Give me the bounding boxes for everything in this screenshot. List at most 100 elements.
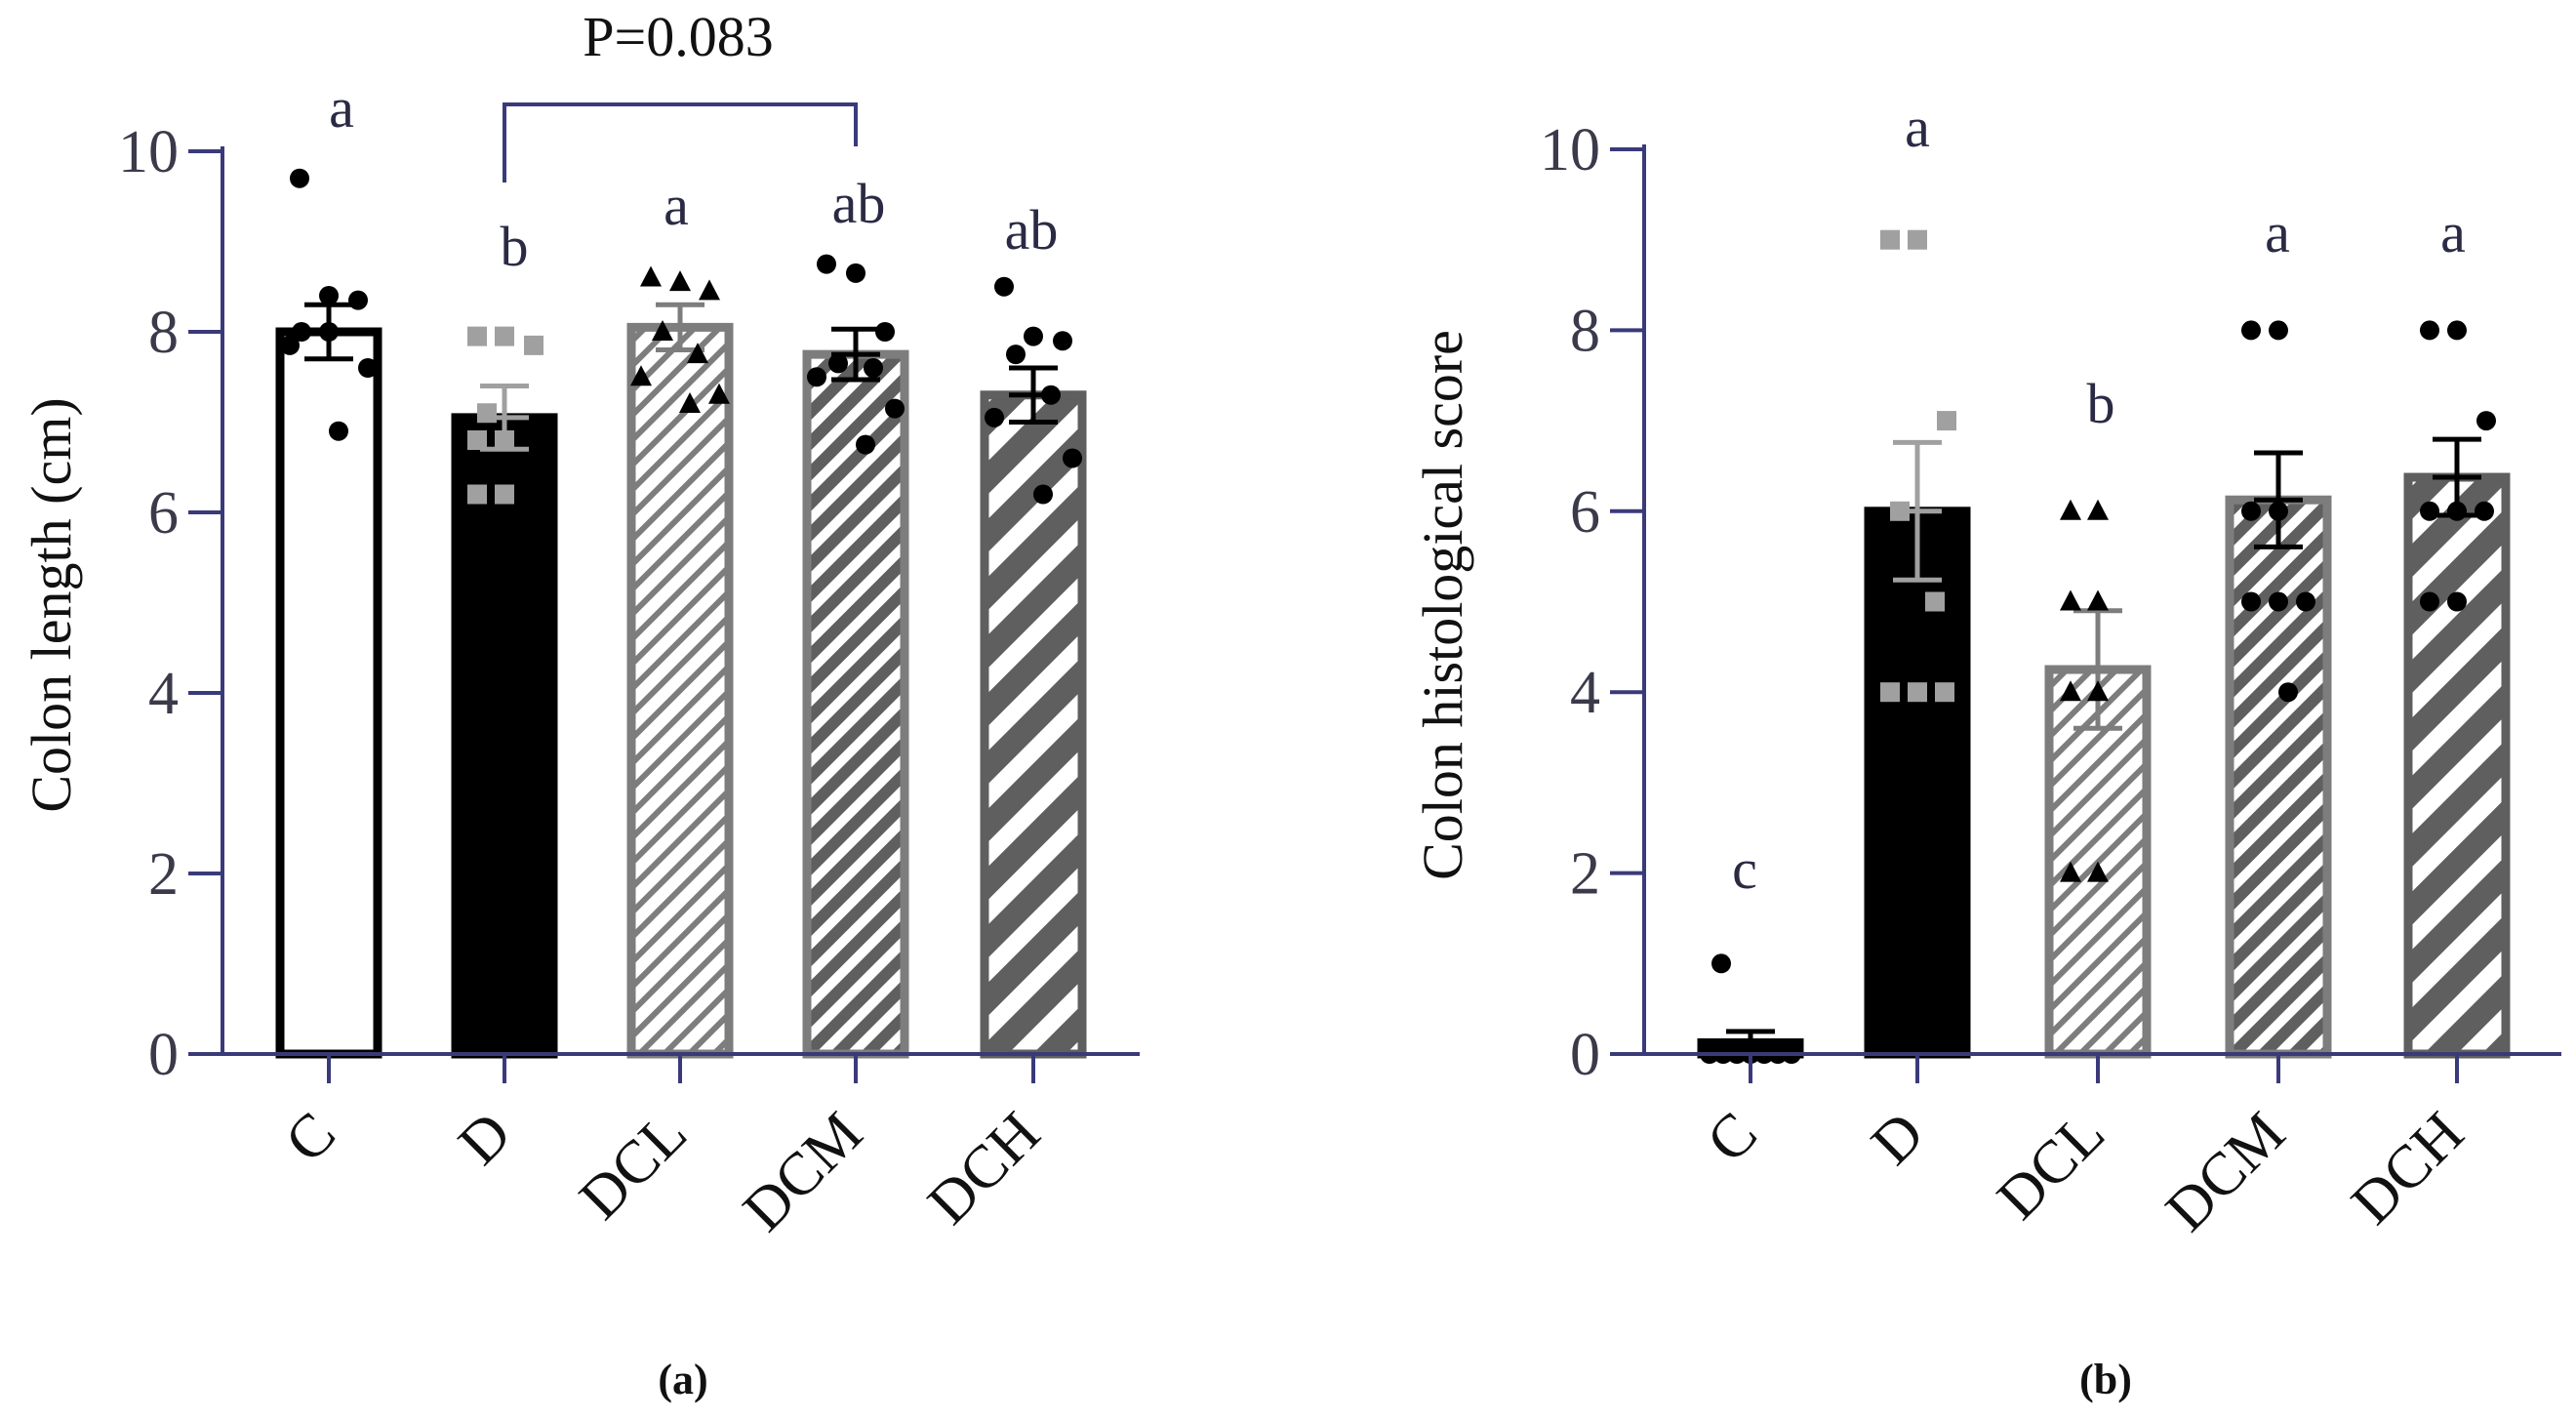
data-point-dcl [2087,589,2109,611]
data-point-dcl [2087,499,2109,520]
data-point-dcl [630,365,652,386]
data-point-dcl [687,343,708,364]
panel-b-chart: c Ca Db DCL a DCM a DCH 0 2 4 6 8 10 [1540,96,2561,1244]
data-point-c [319,322,339,342]
y-tick-label-10: 10 [1540,117,1600,183]
data-point-dch [1033,484,1053,505]
data-point-dcl [2087,680,2109,702]
data-point-c [319,286,339,305]
data-point-c [329,421,348,441]
data-point-d [467,484,487,505]
x-tick-label-dcl: DCL [567,1100,700,1233]
significance-letter-c: c [1732,837,1757,901]
significance-letter-dcl: a [664,174,689,237]
panel-b-y-axis-title: Colon histological score [1411,330,1474,880]
x-tick-label-dcl: DCL [1985,1100,2117,1233]
data-point-dch [994,276,1014,297]
data-point-d [1890,501,1910,521]
data-point-dcm [2241,320,2261,341]
data-point-dch [1024,326,1043,346]
data-point-dch [1063,448,1082,468]
x-tick-label-c: C [1695,1100,1770,1175]
y-tick-label-4: 4 [148,661,179,727]
data-point-dcm [2269,501,2288,521]
y-tick-label-0: 0 [1570,1022,1600,1088]
data-point-dch [2420,320,2439,341]
data-point-dcm [2269,320,2288,341]
data-point-dcm [2269,591,2288,612]
data-point-c [292,322,311,342]
data-point-dcl [2060,861,2081,882]
data-point-dcm [828,353,848,374]
data-point-dcl [2060,589,2081,611]
x-tick-label-dch: DCH [915,1100,1053,1237]
data-point-d [1937,411,1956,431]
x-tick-label-dcm: DCM [731,1100,875,1244]
data-point-d [1925,591,1945,612]
data-point-d [467,326,487,346]
data-point-dch [2420,501,2439,521]
data-point-dch [2447,501,2467,521]
data-point-d [1880,682,1900,703]
data-point-d [1935,682,1954,703]
panel-a-p-value-label: P=0.083 [583,5,773,68]
data-point-d [495,430,514,450]
data-point-dcl [669,270,691,292]
y-tick-label-6: 6 [148,480,179,547]
data-point-dcm [817,254,836,274]
data-point-dcm [875,322,895,342]
bar-dcm [2225,495,2332,1059]
data-point-d [477,403,497,424]
data-point-d [1908,229,1927,250]
y-tick-label-8: 8 [148,300,179,366]
panel-a-label: (a) [658,1356,707,1403]
data-point-dcl [708,383,730,404]
y-tick-label-2: 2 [148,841,179,908]
data-point-c [1711,953,1731,974]
bar-d [451,413,558,1059]
data-point-d [1880,229,1900,250]
y-tick-label-6: 6 [1570,479,1600,546]
data-point-dcl [652,320,673,341]
data-point-dch [2475,501,2494,521]
significance-letter-d: b [501,215,529,278]
panel-b-label: (b) [2079,1356,2132,1403]
comparison-bracket [503,102,858,183]
data-point-dcm [807,367,826,387]
data-point-dcm [864,358,883,378]
significance-letter-c: a [329,76,354,140]
significance-letter-dcm: a [2265,201,2290,264]
y-tick-label-2: 2 [1570,841,1600,908]
bar-dcm [802,349,909,1059]
data-point-d [467,430,487,450]
x-tick-label-dch: DCH [2339,1100,2476,1237]
data-point-dch [2447,320,2467,341]
data-point-c [358,358,378,378]
bar-c [275,327,382,1059]
x-tick-label-c: C [273,1100,348,1175]
y-tick-label-8: 8 [1570,298,1600,364]
data-point-dch [1053,331,1072,351]
data-point-dcl [640,265,662,287]
data-point-dcm [2296,591,2315,612]
y-tick-label-0: 0 [148,1022,179,1088]
bar-dch [2403,472,2511,1059]
data-point-c [280,335,300,355]
significance-letter-d: a [1905,96,1930,159]
data-point-dcm [856,434,875,455]
data-point-dcl [699,279,720,301]
x-tick-label-dcm: DCM [2153,1100,2298,1244]
data-point-dcl [679,392,701,413]
y-tick-label-10: 10 [118,119,179,185]
x-tick-label-d: D [1859,1100,1937,1178]
data-point-dch [2476,411,2496,431]
data-point-dcm [2241,501,2261,521]
significance-letter-dch: a [2440,201,2466,264]
data-point-dch [2447,591,2467,612]
bar-dch [980,390,1087,1059]
data-point-dcl [2087,861,2109,882]
data-point-c [290,168,309,188]
data-point-d [495,326,514,346]
